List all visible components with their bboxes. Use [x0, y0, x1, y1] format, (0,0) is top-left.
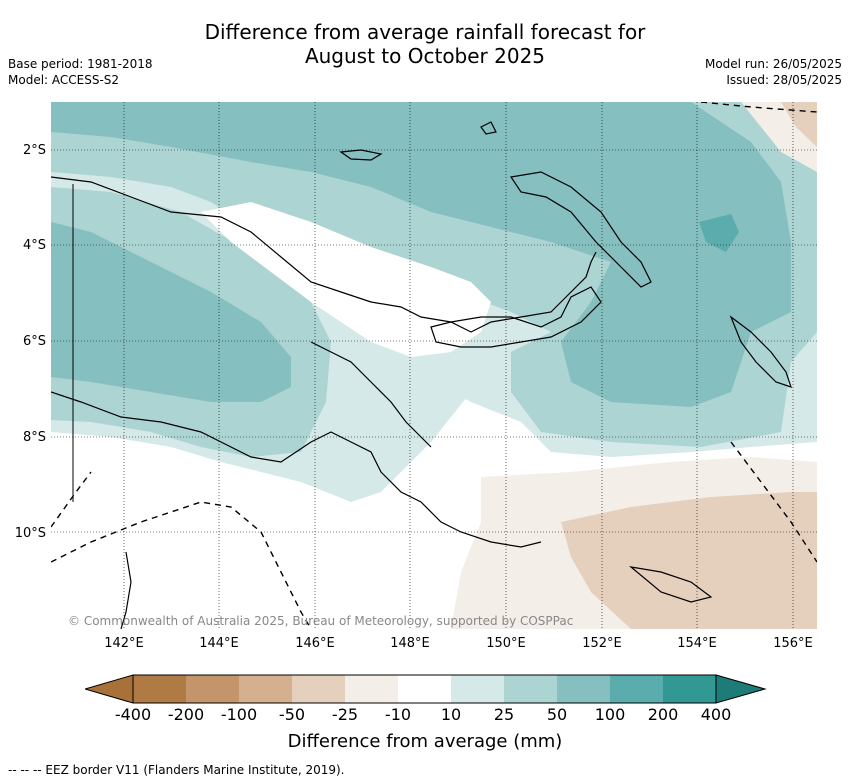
new-guinea-south-coast	[51, 391, 542, 548]
title-line-2: August to October 2025	[304, 44, 546, 68]
gulf-of-papua-coast	[310, 341, 432, 448]
new-britain	[430, 286, 602, 348]
lon-label-154e: 154°E	[677, 636, 717, 651]
legend-tick-6: -10	[384, 705, 412, 724]
legend-tick-8: 25	[493, 705, 515, 724]
map-svg	[51, 102, 817, 629]
legend-tick-7: 10	[440, 705, 462, 724]
legend-tick-12: 400	[700, 705, 732, 724]
legend-tick-9: 50	[546, 705, 568, 724]
colorbar-cell-2	[186, 675, 239, 703]
region-neutral	[201, 202, 491, 357]
lon-label-156e: 156°E	[773, 636, 813, 651]
issued-date: Issued: 28/05/2025	[726, 73, 842, 87]
legend-tick-2: -200	[167, 705, 205, 724]
colorbar-cell-9	[557, 675, 610, 703]
lon-label-142e: 142°E	[104, 636, 144, 651]
lat-label-10s: 10°S	[14, 526, 46, 541]
legend-tick-10: 100	[594, 705, 626, 724]
legend-tick-3: -100	[220, 705, 258, 724]
colorbar-arrow-left	[83, 674, 134, 704]
meta-left: Base period: 1981-2018 Model: ACCESS-S2	[8, 56, 153, 88]
model-run: Model run: 26/05/2025	[704, 57, 842, 71]
colorbar-cell-8	[504, 675, 557, 703]
colorbar-cell-1	[133, 675, 186, 703]
colorbar-cell-11	[663, 675, 716, 703]
legend-tick-11: 200	[647, 705, 679, 724]
colorbar-svg	[83, 674, 767, 704]
colorbar-cell-5	[345, 675, 398, 703]
region-dry-top-right-2	[781, 102, 817, 147]
copyright-notice: © Commonwealth of Australia 2025, Bureau…	[68, 614, 574, 628]
legend-colorbar	[83, 674, 770, 708]
lat-label-4s: 4°S	[22, 238, 46, 253]
lon-label-150e: 150°E	[486, 636, 526, 651]
model-name: Model: ACCESS-S2	[8, 73, 120, 87]
small-island-1	[480, 121, 497, 135]
colorbar-cell-6	[398, 675, 451, 703]
colorbar-cell-4	[292, 675, 345, 703]
colorbar-cell-7	[451, 675, 504, 703]
lon-label-146e: 146°E	[295, 636, 335, 651]
lon-label-148e: 148°E	[390, 636, 430, 651]
lat-label-6s: 6°S	[22, 334, 46, 349]
lat-label-2s: 2°S	[22, 143, 46, 158]
rainfall-map	[51, 102, 817, 629]
solomon-islands	[628, 566, 713, 603]
legend-tick-1: -400	[114, 705, 152, 724]
lon-label-152e: 152°E	[582, 636, 622, 651]
lon-label-144e: 144°E	[199, 636, 239, 651]
eez-footnote: -- -- -- EEZ border V11 (Flanders Marine…	[8, 763, 345, 777]
legend-tick-4: -50	[278, 705, 306, 724]
chart-title: Difference from average rainfall forecas…	[0, 20, 850, 68]
colorbar-border	[132, 674, 717, 704]
graticule	[51, 102, 817, 629]
title-line-1: Difference from average rainfall forecas…	[204, 20, 646, 44]
australia-cape-york	[120, 551, 132, 629]
colorbar-cell-3	[239, 675, 292, 703]
coastlines	[51, 121, 792, 629]
new-guinea-north-coast	[51, 176, 597, 333]
new-ireland	[509, 171, 652, 288]
region-dry-southeast-2	[561, 492, 817, 629]
eez-border	[51, 102, 817, 629]
region-100-200	[699, 214, 739, 252]
meta-right: Model run: 26/05/2025 Issued: 28/05/2025	[705, 56, 842, 88]
legend-title: Difference from average (mm)	[287, 731, 563, 752]
lat-label-8s: 8°S	[22, 430, 46, 445]
region-50-100	[51, 102, 791, 407]
legend-tick-5: -25	[331, 705, 359, 724]
manus-island	[339, 149, 383, 161]
bougainville	[729, 315, 792, 388]
base-period: Base period: 1981-2018	[8, 57, 153, 71]
region-50-100-west	[51, 222, 291, 402]
colorbar-arrow-right	[715, 674, 767, 704]
colorbar-cell-10	[610, 675, 663, 703]
